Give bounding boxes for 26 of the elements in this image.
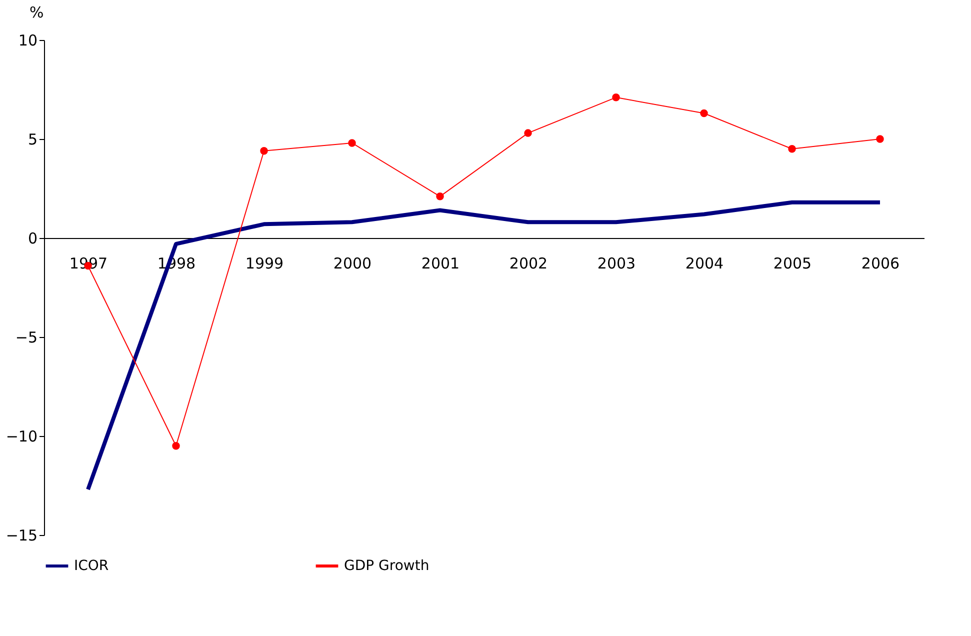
point — [612, 94, 620, 102]
point — [172, 442, 180, 450]
legend-label: GDP Growth — [344, 558, 430, 574]
y-axis-title: % — [30, 4, 44, 22]
y-tick-label: 5 — [28, 130, 38, 148]
point — [436, 192, 444, 200]
y-tick-label: 10 — [18, 32, 38, 50]
y-tick-label: −15 — [6, 526, 38, 544]
x-tick-label: 2004 — [685, 254, 724, 272]
x-tick-label: 2005 — [773, 254, 812, 272]
point — [700, 109, 708, 118]
y-tick-label: −5 — [15, 328, 38, 346]
point — [788, 145, 796, 153]
y-tick-label: 0 — [28, 230, 38, 248]
point — [524, 129, 532, 137]
legend-label: ICOR — [74, 558, 109, 574]
x-tick-label: 2001 — [421, 254, 460, 272]
x-tick-label: 2000 — [333, 254, 372, 272]
point — [260, 147, 268, 155]
point — [348, 139, 356, 147]
point — [876, 135, 884, 143]
x-tick-label: 1999 — [245, 254, 284, 272]
x-tick-label: 2003 — [597, 254, 636, 272]
y-tick-label: −10 — [6, 428, 38, 446]
x-tick-label: 2006 — [861, 254, 900, 272]
x-tick-label: 2002 — [509, 254, 548, 272]
